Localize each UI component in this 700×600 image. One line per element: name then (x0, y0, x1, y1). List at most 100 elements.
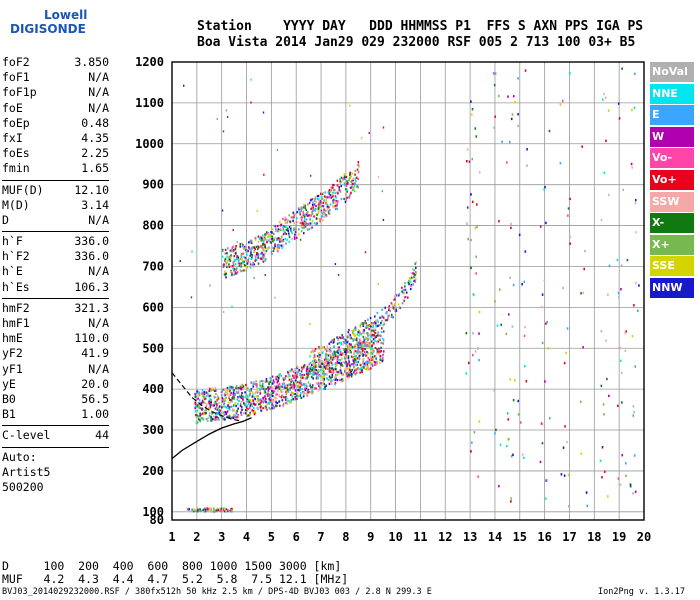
trace-speck (362, 353, 365, 356)
trace-speck (230, 507, 233, 511)
trace-speck (300, 384, 303, 387)
trace-speck (314, 197, 317, 200)
noise-speck (560, 473, 563, 476)
trace-speck (229, 389, 231, 392)
trace-speck (294, 379, 297, 382)
trace-speck (234, 272, 237, 275)
noise-speck (226, 115, 229, 118)
trace-speck (314, 372, 317, 375)
trace-speck (354, 326, 357, 329)
trace-speck (211, 417, 214, 421)
param-value: 56.5 (81, 391, 109, 406)
trace-speck (255, 258, 258, 262)
trace-speck (236, 272, 238, 275)
trace-speck (282, 226, 284, 229)
trace-speck (228, 408, 231, 411)
trace-speck (297, 207, 300, 210)
noise-speck (631, 166, 633, 169)
trace-speck (340, 343, 342, 346)
param-value: 1.00 (81, 407, 109, 422)
trace-speck (260, 409, 262, 412)
trace-speck (223, 273, 226, 276)
trace-speck (309, 227, 312, 230)
noise-speck (548, 417, 551, 420)
noise-speck (600, 384, 603, 388)
trace-speck (410, 284, 412, 287)
trace-speck (269, 407, 271, 411)
trace-speck (254, 238, 257, 241)
trace-speck (308, 372, 311, 376)
trace-speck (247, 260, 249, 263)
trace-speck (379, 334, 381, 337)
trace-speck (278, 247, 280, 250)
trace-speck (262, 397, 265, 400)
trace-speck (319, 203, 321, 206)
trace-speck (334, 376, 336, 379)
trace-speck (336, 350, 338, 354)
trace-speck (314, 359, 316, 362)
trace-speck (234, 271, 237, 274)
trace-speck (247, 246, 250, 249)
trace-speck (390, 313, 393, 316)
trace-speck (264, 397, 267, 401)
trace-speck (295, 381, 298, 384)
trace-speck (242, 246, 245, 250)
trace-speck (395, 306, 397, 309)
trace-speck (344, 347, 347, 351)
trace-speck (332, 205, 334, 208)
noise-speck (600, 218, 603, 222)
trace-speck (246, 397, 249, 400)
trace-speck (200, 509, 203, 512)
trace-speck (394, 309, 397, 312)
trace-speck (231, 400, 233, 403)
trace-speck (324, 209, 327, 212)
noise-speck (526, 164, 528, 167)
trace-speck (335, 358, 338, 361)
trace-speck (256, 401, 259, 404)
trace-speck (356, 333, 359, 336)
trace-speck (293, 237, 296, 240)
trace-speck (244, 403, 247, 406)
trace-speck (377, 340, 380, 343)
trace-speck (218, 509, 221, 512)
trace-speck (414, 277, 417, 280)
trace-speck (311, 366, 313, 370)
trace-speck (340, 371, 343, 374)
trace-speck (317, 354, 320, 358)
trace-speck (283, 376, 285, 379)
trace-speck (245, 266, 248, 269)
trace-speck (304, 207, 307, 210)
noise-speck (633, 106, 636, 110)
trace-speck (412, 268, 414, 271)
trace-speck (350, 351, 352, 354)
noise-speck (634, 365, 637, 368)
noise-speck (621, 401, 623, 404)
trace-speck (245, 402, 247, 405)
trace-speck (360, 333, 363, 336)
x-tick-label: 5 (268, 530, 275, 544)
trace-speck (197, 394, 200, 397)
noise-speck (619, 359, 622, 362)
trace-speck (276, 375, 279, 378)
trace-speck (313, 207, 315, 211)
trace-speck (374, 322, 377, 325)
trace-speck (254, 397, 256, 400)
trace-speck (333, 357, 336, 360)
trace-speck (264, 238, 267, 241)
trace-speck (226, 393, 229, 396)
trace-speck (363, 362, 366, 365)
trace-speck (271, 382, 274, 385)
trace-speck (252, 393, 254, 396)
trace-speck (353, 333, 356, 336)
noise-speck (334, 263, 337, 266)
trace-speck (322, 198, 324, 201)
trace-speck (294, 374, 297, 377)
trace-speck (293, 386, 296, 389)
trace-speck (325, 201, 328, 204)
trace-speck (356, 363, 358, 366)
trace-speck (321, 360, 324, 363)
trace-speck (318, 365, 321, 368)
trace-speck (323, 195, 326, 198)
trace-speck (321, 195, 323, 198)
trace-speck (356, 345, 359, 349)
